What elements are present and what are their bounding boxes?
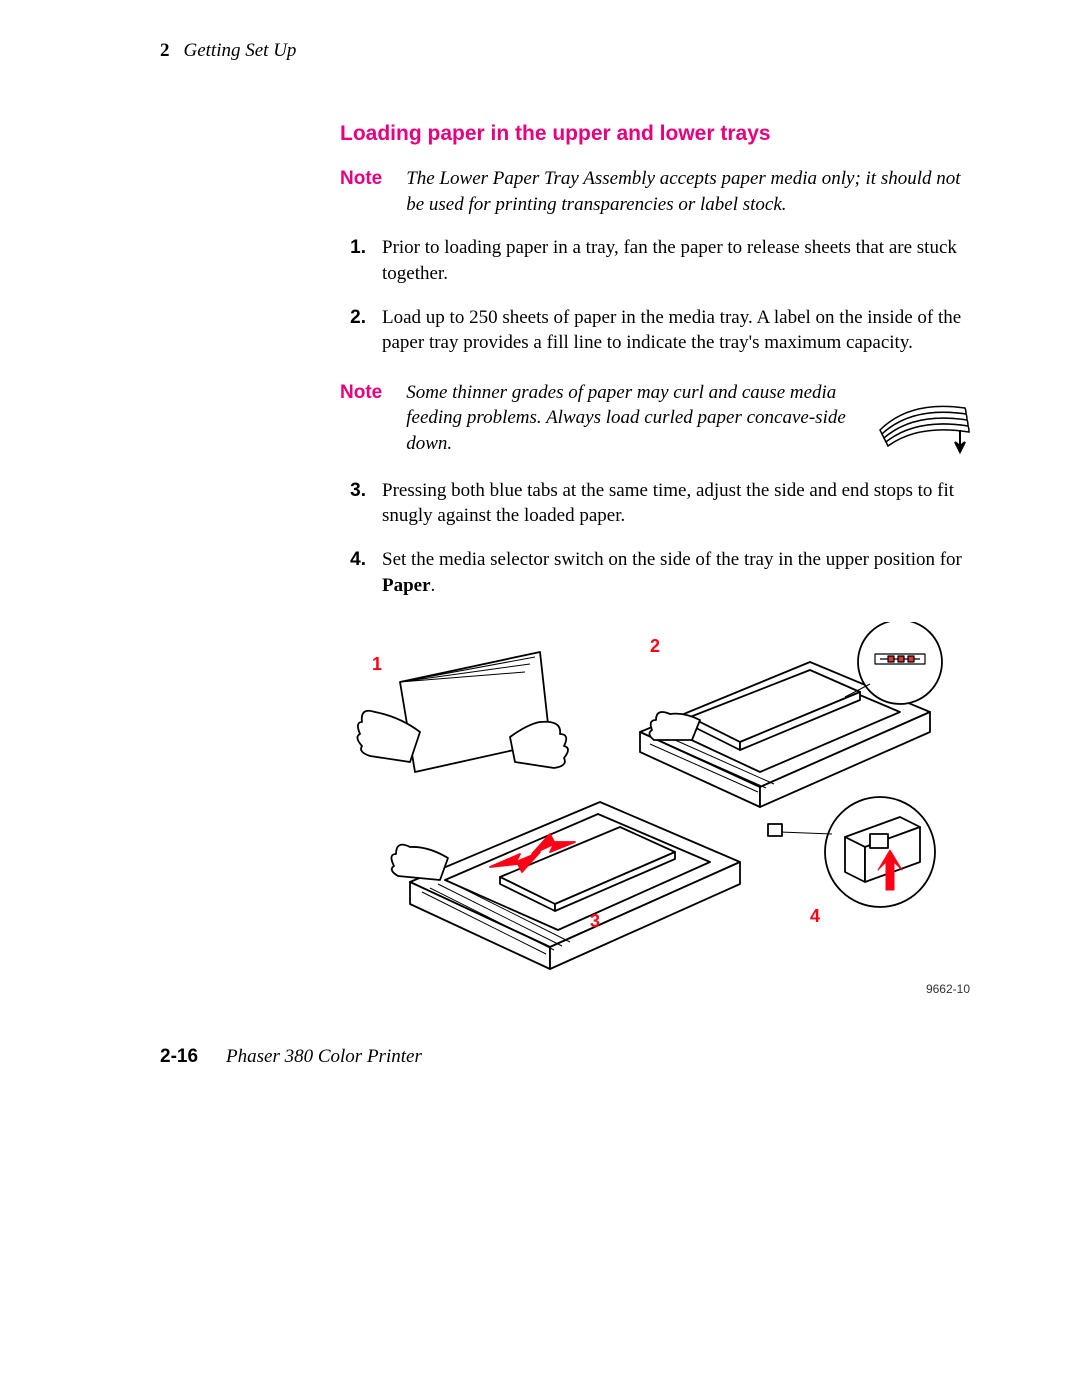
steps-list: Prior to loading paper in a tray, fan th… [340,235,980,356]
note-block: Note The Lower Paper Tray Assembly accep… [340,166,980,217]
note-block: Note Some thinner grades of paper may cu… [340,380,980,460]
step-text: Prior to loading paper in a tray, fan th… [382,235,980,286]
running-header: 2 Getting Set Up [160,40,980,62]
steps-list: Pressing both blue tabs at the same time… [340,478,980,599]
step-item: Load up to 250 sheets of paper in the me… [340,305,980,356]
note-label: Note [340,166,382,217]
callout-2: 2 [650,636,660,656]
callout-4: 4 [810,906,820,926]
note-body: The Lower Paper Tray Assembly accepts pa… [406,166,980,217]
tray-loading-figure: 1 [340,622,960,972]
page-footer: 2-16 Phaser 380 Color Printer [160,1046,980,1068]
callout-1: 1 [372,654,382,674]
page: 2 Getting Set Up Loading paper in the up… [0,0,1080,1128]
page-number: 2-16 [160,1046,198,1068]
note-label: Note [340,380,382,460]
figure-id: 9662-10 [340,982,970,996]
chapter-title: Getting Set Up [184,40,297,62]
step-text: Pressing both blue tabs at the same time… [382,478,980,529]
step-bold: Paper [382,575,431,596]
step-text-tail: . [431,575,436,596]
step-text-part: Set the media selector switch on the sid… [382,549,962,570]
section-title: Loading paper in the upper and lower tra… [340,122,980,146]
note-body: Some thinner grades of paper may curl an… [406,380,854,460]
step-item: Pressing both blue tabs at the same time… [340,478,980,529]
book-title: Phaser 380 Color Printer [226,1046,422,1068]
paper-stack-icon [870,380,980,460]
step-text: Set the media selector switch on the sid… [382,547,980,598]
content-column: Loading paper in the upper and lower tra… [340,122,980,996]
callout-3: 3 [590,911,600,931]
step-item: Set the media selector switch on the sid… [340,547,980,598]
step-text: Load up to 250 sheets of paper in the me… [382,305,980,356]
chapter-number: 2 [160,40,170,62]
step-item: Prior to loading paper in a tray, fan th… [340,235,980,286]
